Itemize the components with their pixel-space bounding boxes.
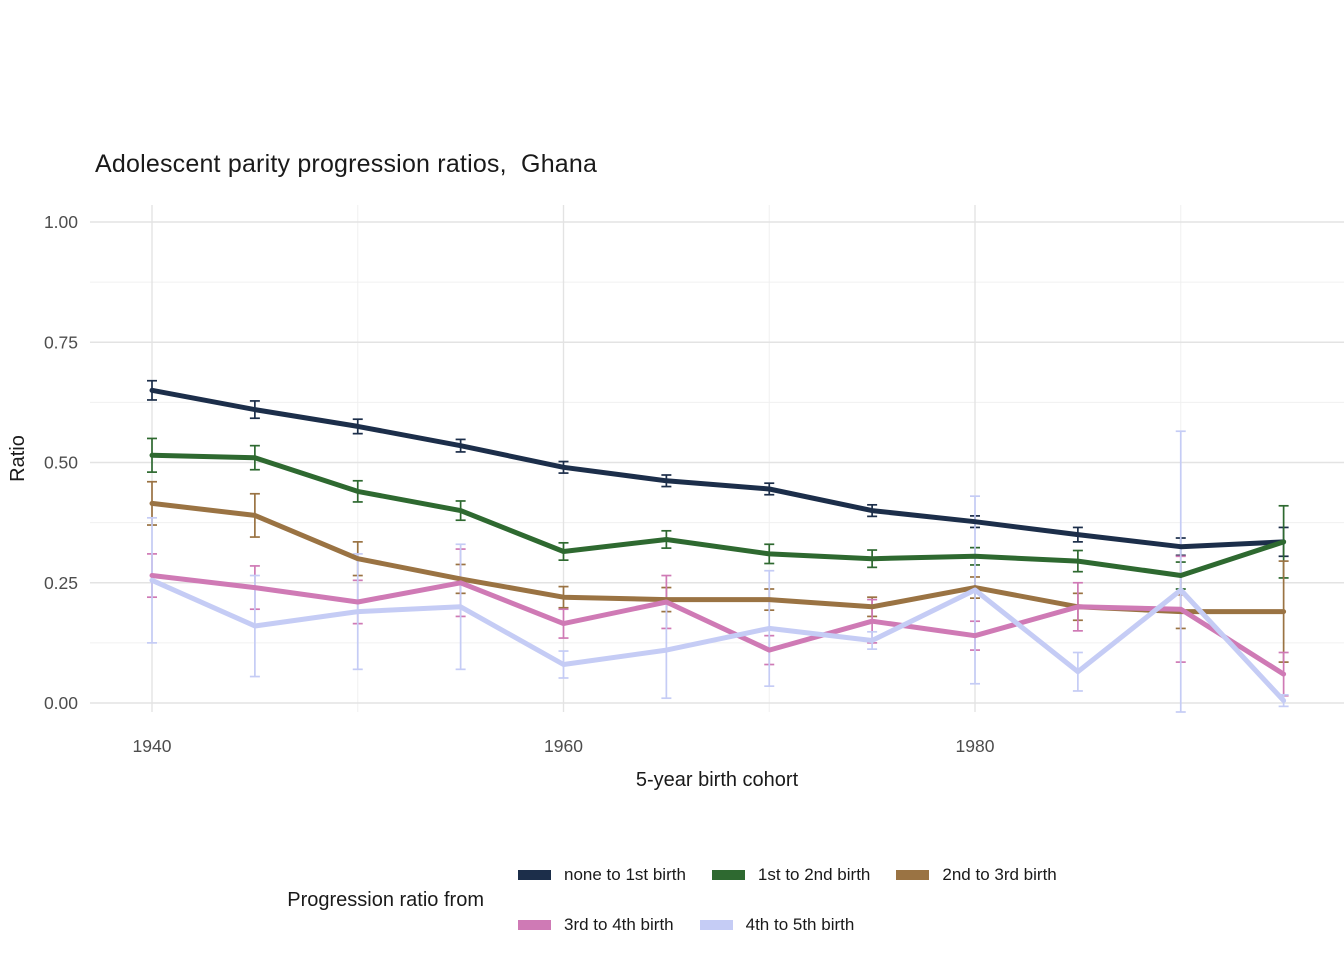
legend-title: Progression ratio from [287, 888, 484, 911]
legend-label: none to 1st birth [564, 865, 686, 884]
y-tick-label: 1.00 [44, 212, 78, 232]
error-bars-4th-to-5th-birth [147, 430, 1289, 713]
legend: Progression ratio from none to 1st birth… [0, 845, 1344, 955]
legend-label: 2nd to 3rd birth [942, 865, 1057, 884]
error-bars-3rd-to-4th-birth [147, 548, 1289, 697]
legend-item-2nd-to-3rd-birth: 2nd to 3rd birth [896, 865, 1057, 885]
series-line-4th-to-5th-birth [149, 577, 1287, 704]
legend-swatch-icon [518, 870, 551, 880]
legend-row: none to 1st birth 1st to 2nd birth 2nd to … [518, 865, 1057, 885]
legend-row: 3rd to 4th birth 4th to 5th birth [518, 915, 854, 935]
y-tick-label: 0.25 [44, 573, 78, 593]
series-line-3rd-to-4th-birth [149, 573, 1287, 677]
series-line-none-to-1st-birth [149, 387, 1287, 550]
legend-label: 3rd to 4th birth [564, 915, 674, 934]
legend-swatch-icon [896, 870, 930, 880]
y-axis-title: Ratio [7, 435, 29, 482]
legend-swatch-icon [699, 920, 733, 930]
y-tick-label: 0.00 [44, 693, 78, 713]
chart-title: Adolescent parity progression ratios, Gh… [95, 150, 598, 178]
y-tick-label: 0.50 [44, 453, 78, 473]
x-axis-title: 5-year birth cohort [636, 769, 799, 791]
legend-items: none to 1st birth 1st to 2nd birth 2nd to … [518, 865, 1057, 935]
x-tick-label: 1960 [544, 736, 583, 756]
series-line-1st-to-2nd-birth [149, 452, 1287, 578]
x-tick-label: 1980 [956, 736, 995, 756]
legend-label: 1st to 2nd birth [757, 865, 871, 884]
x-tick-label: 1940 [133, 736, 172, 756]
legend-item-none-to-1st-birth: none to 1st birth [518, 865, 686, 885]
y-tick-label: 0.75 [44, 332, 78, 352]
legend-swatch-icon [711, 870, 745, 880]
legend-item-4th-to-5th-birth: 4th to 5th birth [699, 915, 855, 935]
error-bars-2nd-to-3rd-birth [147, 480, 1289, 663]
legend-item-1st-to-2nd-birth: 1st to 2nd birth [711, 865, 871, 885]
legend-swatch-icon [518, 920, 551, 930]
error-bars-none-to-1st-birth [147, 379, 1289, 558]
legend-item-3rd-to-4th-birth: 3rd to 4th birth [518, 915, 674, 935]
legend-label: 4th to 5th birth [745, 915, 855, 934]
